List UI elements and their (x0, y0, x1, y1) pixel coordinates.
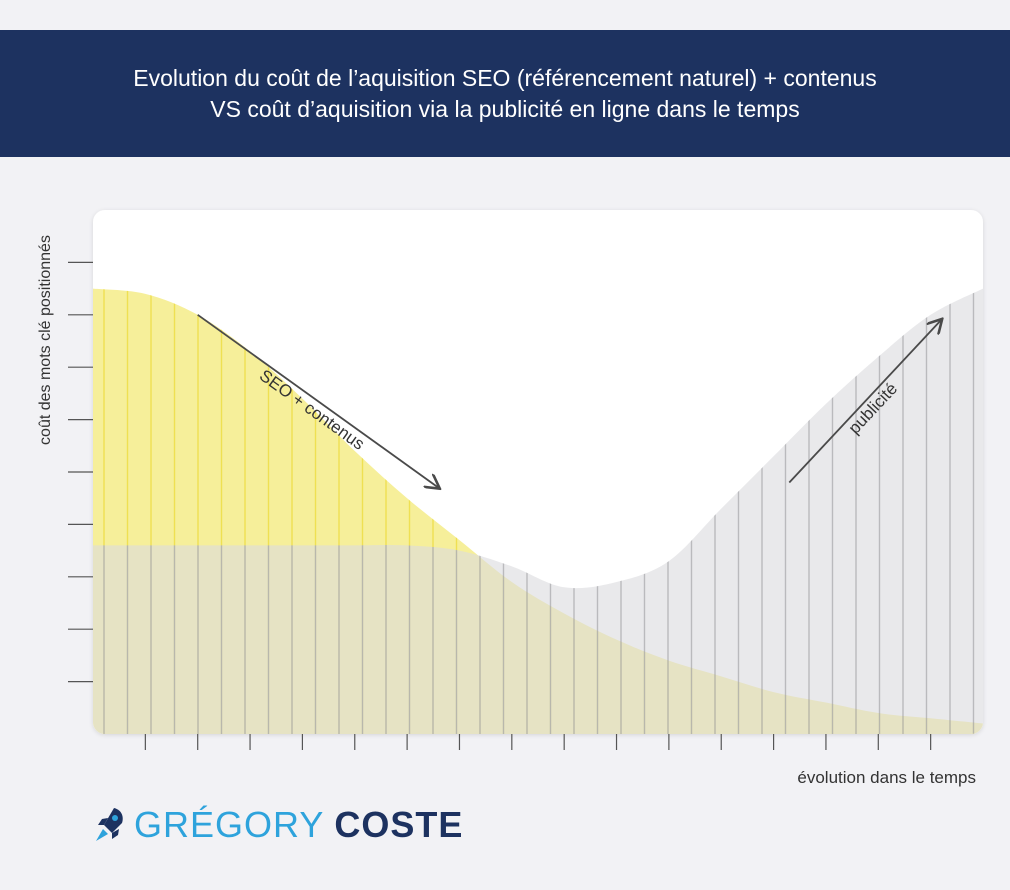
brand-logo: GRÉGORY COSTE (92, 800, 463, 850)
title-banner: Evolution du coût de l’aquisition SEO (r… (0, 30, 1010, 157)
annotation-arrow-1 (788, 320, 941, 484)
chart-title-line-1: Evolution du coût de l’aquisition SEO (r… (133, 64, 877, 91)
annotation-arrow-0 (197, 314, 439, 488)
rocket-icon (96, 808, 123, 841)
brand-first-name: GRÉGORY (134, 804, 325, 845)
x-axis-label: évolution dans le temps (797, 768, 976, 787)
brand-last-name: COSTE (334, 804, 464, 845)
chart-title-line-2: VS coût d’aquisition via la publicité en… (210, 95, 800, 122)
